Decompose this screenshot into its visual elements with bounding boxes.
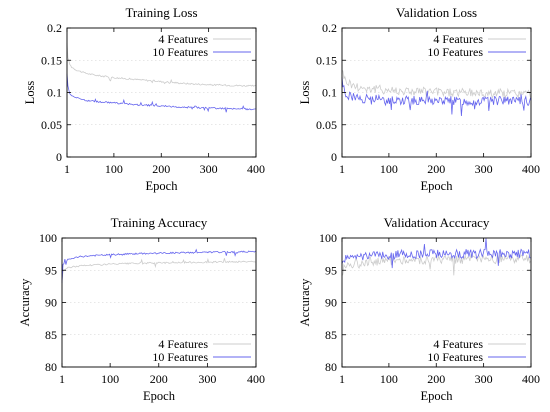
legend-label: 4 Features xyxy=(433,32,483,46)
legend-label: 10 Features xyxy=(427,350,483,364)
x-tick-label: 400 xyxy=(247,162,265,176)
legend-label: 10 Features xyxy=(152,45,208,59)
x-tick-label: 300 xyxy=(475,162,493,176)
x-tick-label: 100 xyxy=(380,372,398,386)
series-line-2 xyxy=(341,238,531,269)
y-tick-label: 80 xyxy=(325,360,337,374)
y-tick-label: 0.05 xyxy=(316,118,337,132)
y-tick-label: 100 xyxy=(319,231,337,245)
x-tick-label: 1 xyxy=(339,372,345,386)
x-tick-label: 200 xyxy=(427,372,445,386)
legend-label: 10 Features xyxy=(427,45,483,59)
chart-title: Training Loss xyxy=(125,5,197,20)
chart-panel-1: 1 100 200 300 400 0 0.05 0.1 0.15 0.2 Training Los… xyxy=(23,5,265,193)
x-axis-label: Epoch xyxy=(421,389,454,403)
chart-title: Training Accuracy xyxy=(111,215,208,230)
y-tick-label: 85 xyxy=(45,328,57,342)
chart-panel-2: 1 100 200 300 400 0 0.05 0.1 0.15 0.2 Validation L… xyxy=(298,5,540,193)
y-tick-label: 0.15 xyxy=(316,53,337,67)
y-tick-label: 85 xyxy=(325,328,337,342)
x-tick-label: 400 xyxy=(522,372,540,386)
y-axis-label: Loss xyxy=(23,81,37,105)
series-line-1 xyxy=(341,253,531,277)
y-axis-label: Accuracy xyxy=(18,278,32,327)
y-tick-label: 0 xyxy=(331,150,337,164)
chart-title: Validation Accuracy xyxy=(384,215,490,230)
chart-title: Validation Loss xyxy=(396,5,477,20)
legend-label: 4 Features xyxy=(158,337,208,351)
x-tick-label: 1 xyxy=(59,372,65,386)
x-axis-label: Epoch xyxy=(146,179,179,193)
legend-label: 10 Features xyxy=(152,350,208,364)
x-axis-label: Epoch xyxy=(421,179,454,193)
x-tick-label: 200 xyxy=(150,372,168,386)
x-axis-label: Epoch xyxy=(143,389,176,403)
x-tick-label: 100 xyxy=(380,162,398,176)
x-tick-label: 200 xyxy=(152,162,170,176)
x-tick-label: 100 xyxy=(101,372,119,386)
y-tick-label: 0.2 xyxy=(47,21,62,35)
series-line-1 xyxy=(61,257,256,281)
y-tick-label: 0.05 xyxy=(41,118,62,132)
y-tick-label: 95 xyxy=(45,263,57,277)
x-tick-label: 300 xyxy=(198,372,216,386)
series-line-2 xyxy=(341,77,531,117)
series-line-2 xyxy=(61,248,256,283)
legend-label: 4 Features xyxy=(433,337,483,351)
y-tick-label: 0.2 xyxy=(322,21,337,35)
series-line-1 xyxy=(66,43,256,87)
x-tick-label: 100 xyxy=(105,162,123,176)
x-tick-label: 1 xyxy=(339,162,345,176)
y-tick-label: 95 xyxy=(325,263,337,277)
y-tick-label: 80 xyxy=(45,360,57,374)
chart-panel-3: 1 100 200 300 400 80 85 90 95 100 Training Accurac… xyxy=(18,215,265,403)
x-tick-label: 1 xyxy=(64,162,70,176)
legend-label: 4 Features xyxy=(158,32,208,46)
series-line-2 xyxy=(66,73,256,113)
y-tick-label: 90 xyxy=(325,296,337,310)
series-line-1 xyxy=(341,69,531,99)
x-tick-label: 300 xyxy=(200,162,218,176)
y-tick-label: 0.15 xyxy=(41,53,62,67)
y-axis-label: Accuracy xyxy=(298,278,312,327)
y-tick-label: 100 xyxy=(39,231,57,245)
x-tick-label: 400 xyxy=(522,162,540,176)
x-tick-label: 400 xyxy=(247,372,265,386)
x-tick-label: 200 xyxy=(427,162,445,176)
x-tick-label: 300 xyxy=(475,372,493,386)
y-tick-label: 0 xyxy=(56,150,62,164)
y-tick-label: 0.1 xyxy=(322,86,337,100)
y-tick-label: 90 xyxy=(45,296,57,310)
y-axis-label: Loss xyxy=(298,81,312,105)
chart-panel-4: 1 100 200 300 400 80 85 90 95 100 Validation Accur… xyxy=(298,215,540,403)
y-tick-label: 0.1 xyxy=(47,86,62,100)
